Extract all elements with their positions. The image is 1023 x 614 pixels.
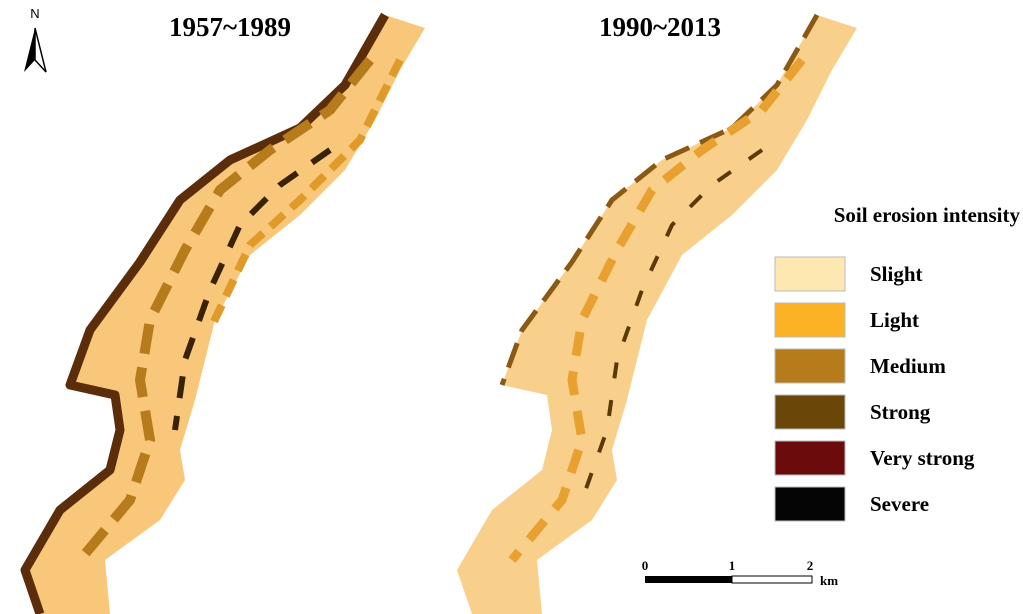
map-1957-1989	[25, 15, 425, 614]
legend-title: Soil erosion intensity	[834, 203, 1021, 227]
legend-label: Medium	[870, 354, 946, 378]
legend-label: Very strong	[870, 446, 975, 470]
legend-swatch	[775, 395, 845, 429]
scale-label: 1	[729, 558, 736, 573]
legend-label: Severe	[870, 492, 929, 516]
legend-swatch	[775, 257, 845, 291]
north-label: N	[30, 6, 39, 21]
scale-unit: km	[820, 573, 838, 588]
legend-swatch	[775, 487, 845, 521]
scale-bar: 0 1 2 km	[642, 558, 838, 588]
panel-title: 1957~1989	[169, 12, 291, 42]
north-arrow: N	[24, 6, 46, 72]
scale-label: 2	[807, 558, 814, 573]
panel-title: 1990~2013	[599, 12, 721, 42]
scale-label: 0	[642, 558, 649, 573]
legend-label: Strong	[870, 400, 931, 424]
legend-swatch	[775, 441, 845, 475]
map-figure: N 1957~1989 1990~2013 Soil erosion inten…	[0, 0, 1023, 614]
legend-label: Light	[870, 308, 919, 332]
legend-swatch	[775, 303, 845, 337]
legend-label: Slight	[870, 262, 923, 286]
legend-swatch	[775, 349, 845, 383]
legend: Slight Light Medium Strong Very strong Severe	[775, 257, 975, 521]
